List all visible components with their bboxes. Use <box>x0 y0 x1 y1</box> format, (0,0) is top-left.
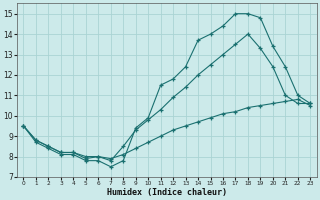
X-axis label: Humidex (Indice chaleur): Humidex (Indice chaleur) <box>107 188 227 197</box>
